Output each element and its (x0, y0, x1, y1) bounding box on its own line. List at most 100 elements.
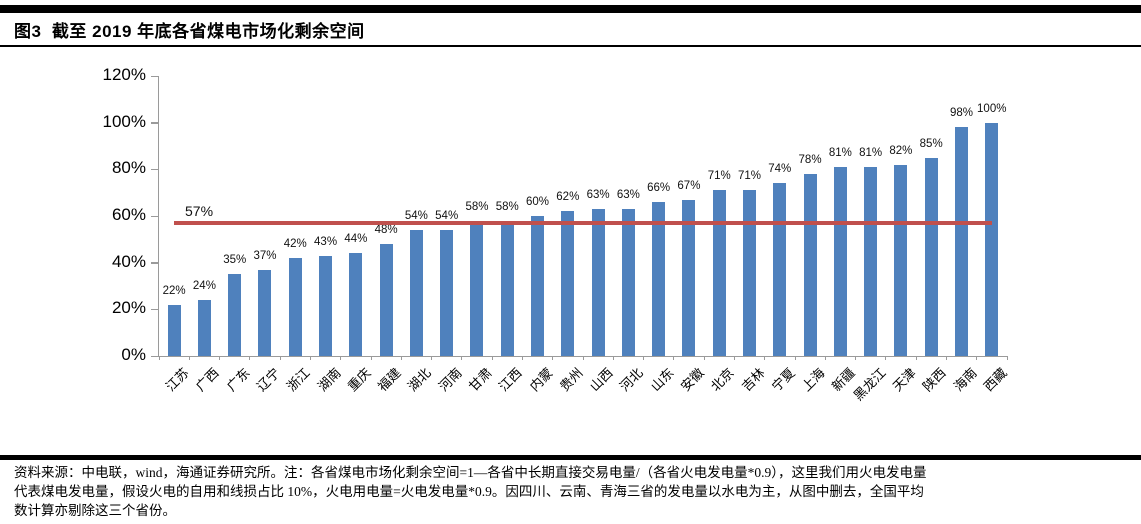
reference-line-label: 57% (185, 203, 214, 219)
y-axis-label: 20% (111, 298, 146, 318)
bar (894, 164, 908, 356)
x-axis-tick (976, 356, 978, 360)
bar (561, 211, 575, 356)
bar-category: 35% (220, 76, 250, 356)
bar-category: 74% (765, 76, 795, 356)
x-axis-label: 吉林 (738, 365, 768, 395)
average-reference-line (174, 221, 992, 225)
x-axis-tick (885, 356, 887, 360)
bar-value-label: 98% (949, 107, 973, 120)
bar-category: 22% (159, 76, 189, 356)
bar-value-label: 42% (283, 238, 307, 250)
x-axis-label: 海南 (950, 365, 980, 395)
y-axis-tick (151, 215, 159, 217)
bar (228, 274, 242, 356)
bar-category: 60% (522, 76, 552, 356)
bar-category: 67% (674, 76, 704, 356)
top-divider (0, 5, 1141, 13)
x-axis-label: 浙江 (284, 365, 314, 395)
y-axis-label: 60% (111, 205, 146, 224)
bar-category: 43% (310, 76, 340, 356)
x-axis-label: 黑龙江 (850, 365, 889, 404)
x-axis-label: 陕西 (920, 365, 950, 395)
x-axis-tick (945, 356, 947, 360)
x-axis-label: 河北 (617, 365, 647, 395)
bar-category: 78% (795, 76, 825, 356)
x-axis-label: 广西 (193, 365, 223, 395)
x-axis-label: 辽宁 (253, 365, 283, 395)
bar (409, 230, 423, 356)
x-axis-tick (158, 356, 160, 360)
bar-value-label: 71% (737, 170, 761, 183)
bar-chart: 0% 20% 40% 60% 80% 100% 120% 22% 24% 35% 37% 42% 43%… (0, 48, 1141, 454)
bar (258, 269, 272, 356)
x-axis-tick (249, 356, 251, 360)
x-axis-label: 北京 (708, 365, 738, 395)
bar-category: 48% (371, 76, 401, 356)
x-axis-label: 西藏 (980, 365, 1010, 395)
bar-value-label: 63% (616, 189, 640, 201)
bar (167, 304, 181, 356)
bars-row: 22% 24% 35% 37% 42% 43% 44% 48% 54% 54% 58% 58% 60% 6… (159, 76, 1007, 356)
bar (349, 253, 363, 356)
bar-category: 63% (613, 76, 643, 356)
x-axis-tick (703, 356, 705, 360)
bar (985, 122, 999, 356)
bar-value-label: 74% (768, 163, 792, 176)
x-axis-tick (431, 356, 433, 360)
bar-value-label: 58% (495, 200, 519, 213)
bar-category: 81% (855, 76, 885, 356)
x-axis-tick (461, 356, 463, 360)
bar (288, 258, 302, 356)
bar-value-label: 24% (192, 280, 216, 292)
x-axis-tick (582, 356, 584, 360)
x-axis-tick (491, 356, 493, 360)
bar (773, 183, 787, 356)
source-note: 资料来源：中电联，wind，海通证券研究所。注：各省煤电市场化剩余空间=1—各省… (14, 463, 1129, 520)
x-axis-label: 宁夏 (768, 365, 798, 395)
x-axis-label: 内蒙 (526, 365, 556, 395)
bar-value-label: 62% (556, 191, 580, 204)
bar (197, 300, 211, 356)
bar-category: 58% (492, 76, 522, 356)
x-axis-tick (673, 356, 675, 360)
x-axis-label: 重庆 (344, 365, 374, 395)
x-axis-tick (643, 356, 645, 360)
bar-value-label: 66% (647, 182, 671, 194)
x-axis-label: 天津 (889, 365, 919, 395)
x-axis-tick (279, 356, 281, 360)
bar-value-label: 67% (677, 179, 701, 192)
bar-category: 82% (886, 76, 916, 356)
bar-category: 62% (553, 76, 583, 356)
bar (742, 190, 756, 356)
y-axis-label: 120% (102, 65, 146, 84)
bar-value-label: 58% (465, 200, 489, 213)
bar (864, 167, 878, 356)
bar-category: 81% (825, 76, 855, 356)
bar-value-label: 63% (586, 189, 610, 201)
x-axis-label: 山东 (647, 365, 677, 395)
bar-value-label: 82% (889, 144, 913, 157)
bar-category: 24% (189, 76, 219, 356)
bar (621, 209, 635, 356)
x-axis-label: 湖南 (314, 365, 344, 395)
x-axis-label: 广东 (223, 365, 253, 395)
x-axis-tick (309, 356, 311, 360)
x-axis-label: 江苏 (162, 365, 192, 395)
x-axis-label: 贵州 (556, 365, 586, 395)
y-axis-tick (151, 75, 159, 77)
bar-value-label: 100% (977, 102, 1007, 115)
x-axis-label: 上海 (798, 365, 828, 395)
x-axis-label: 江西 (496, 365, 526, 395)
x-axis-tick (370, 356, 372, 360)
y-axis-label: 40% (111, 251, 146, 271)
bar-value-label: 35% (223, 254, 247, 267)
bar-category: 44% (341, 76, 371, 356)
figure-title: 图3 截至 2019 年底各省煤电市场化剩余空间 (14, 22, 365, 41)
bar-value-label: 43% (314, 235, 338, 248)
bar (924, 157, 938, 356)
bar-value-label: 48% (374, 224, 398, 236)
title-divider (0, 45, 1141, 47)
bar-value-label: 85% (919, 137, 943, 150)
